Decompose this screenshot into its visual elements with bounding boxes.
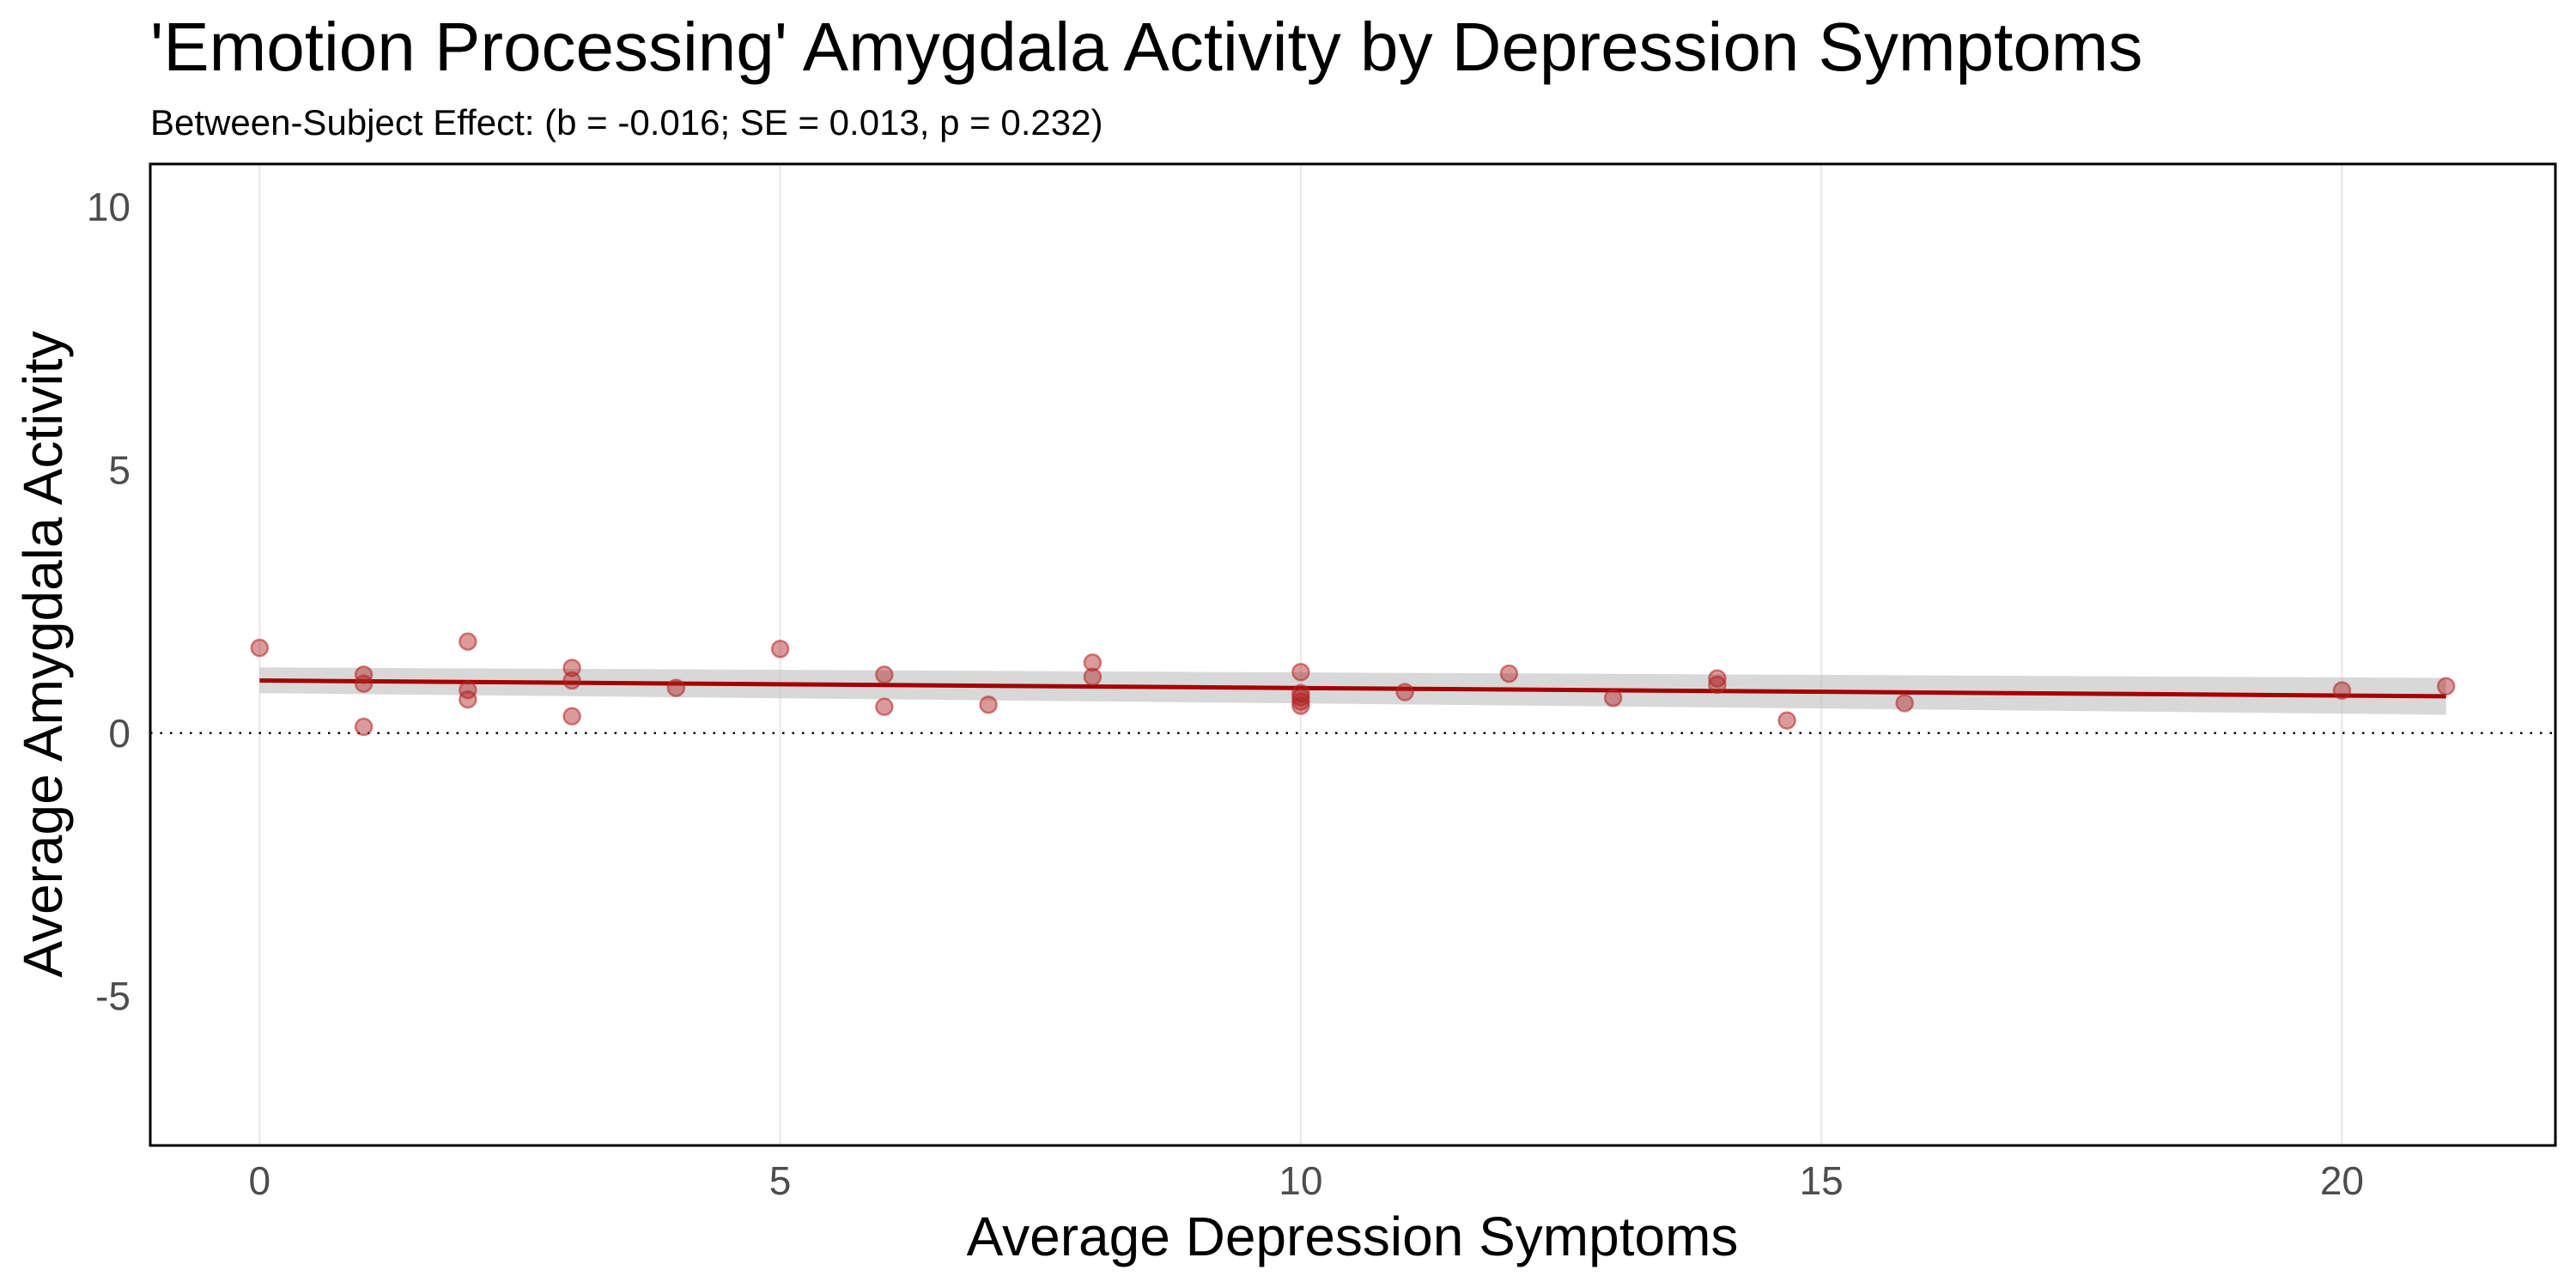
points-layer bbox=[250, 632, 2456, 737]
y-tick-label: 5 bbox=[108, 447, 131, 492]
data-point bbox=[1895, 694, 1914, 713]
chart-title: 'Emotion Processing' Amygdala Activity b… bbox=[150, 9, 2142, 85]
x-axis-ticks: 0 5 10 15 20 bbox=[249, 1158, 2364, 1203]
data-point bbox=[1395, 683, 1414, 702]
data-point bbox=[666, 678, 686, 697]
data-point bbox=[1603, 688, 1623, 708]
data-point bbox=[459, 632, 477, 651]
data-point bbox=[562, 671, 581, 690]
regression-line bbox=[259, 678, 2446, 699]
data-point bbox=[562, 659, 581, 677]
x-axis-title: Average Depression Symptoms bbox=[967, 1206, 1739, 1267]
data-point bbox=[1777, 711, 1796, 730]
confidence-band-layer bbox=[259, 667, 2446, 715]
data-point bbox=[250, 638, 270, 658]
data-point bbox=[770, 640, 790, 659]
gridlines bbox=[258, 164, 2343, 1145]
x-tick-label: 20 bbox=[2320, 1158, 2364, 1203]
x-tick-label: 15 bbox=[1800, 1158, 1844, 1203]
data-point bbox=[459, 690, 477, 709]
x-tick-label: 0 bbox=[249, 1158, 271, 1203]
y-tick-label: 0 bbox=[108, 711, 131, 756]
data-point bbox=[1291, 696, 1310, 715]
data-point bbox=[1291, 662, 1310, 682]
y-axis-ticks: -5 0 5 10 bbox=[87, 185, 131, 1018]
y-tick-label: -5 bbox=[95, 974, 131, 1018]
confidence-band bbox=[259, 667, 2446, 715]
data-point bbox=[1083, 653, 1103, 672]
data-point bbox=[2332, 681, 2352, 700]
panel-background bbox=[150, 164, 2555, 1145]
data-point bbox=[459, 680, 477, 700]
data-point bbox=[875, 665, 894, 684]
data-point bbox=[354, 674, 374, 693]
data-point bbox=[1083, 667, 1103, 686]
data-point bbox=[1708, 675, 1727, 695]
chart-subtitle: Between-Subject Effect: (b = -0.016; SE … bbox=[150, 102, 1103, 143]
data-point bbox=[354, 717, 374, 737]
data-point bbox=[562, 707, 581, 726]
data-point bbox=[875, 697, 894, 716]
data-point bbox=[2436, 677, 2456, 696]
x-tick-label: 10 bbox=[1279, 1158, 1322, 1203]
y-axis-title: Average Amygdala Activity bbox=[12, 331, 74, 978]
data-point bbox=[1499, 664, 1519, 683]
plot-panel bbox=[149, 162, 2557, 1147]
x-tick-label: 5 bbox=[769, 1158, 792, 1203]
data-point bbox=[1708, 669, 1727, 688]
y-tick-label: 10 bbox=[87, 185, 131, 229]
fit-line-layer bbox=[259, 678, 2446, 699]
data-point bbox=[979, 695, 998, 714]
panel-border bbox=[149, 162, 2557, 1147]
